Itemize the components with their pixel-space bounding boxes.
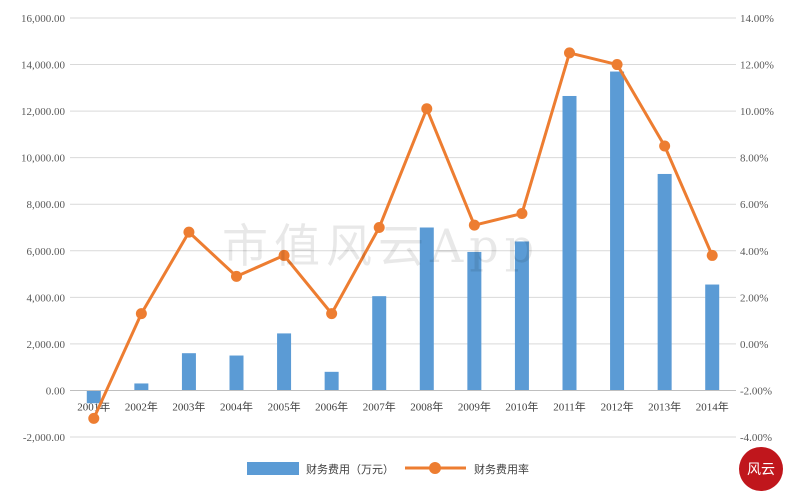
y2-tick-label: -2.00% — [740, 385, 772, 397]
line-point — [516, 208, 528, 220]
line-point — [611, 59, 623, 71]
bar — [134, 383, 149, 391]
y-tick-label: 0.00 — [46, 385, 66, 397]
legend-label-line: 财务费用率 — [474, 462, 529, 476]
y2-tick-label: 0.00% — [740, 339, 768, 351]
x-tick-label: 2008年 — [410, 399, 443, 413]
legend-label-bar: 财务费用（万元） — [306, 462, 394, 476]
line-point — [88, 412, 100, 424]
bar — [419, 227, 434, 391]
line-point — [326, 308, 338, 320]
line-series — [88, 47, 718, 424]
x-tick-label: 2013年 — [648, 399, 681, 413]
line-point — [135, 308, 147, 320]
bar-series — [86, 71, 720, 404]
line-point — [278, 249, 290, 261]
bar — [181, 353, 196, 391]
y-tick-label: 14,000.00 — [21, 60, 66, 72]
bar — [86, 390, 101, 404]
x-tick-label: 2007年 — [363, 399, 396, 413]
y2-tick-label: 8.00% — [740, 153, 768, 165]
legend-swatch-marker — [429, 462, 441, 474]
y2-tick-label: -4.00% — [740, 432, 772, 444]
x-tick-label: 2004年 — [220, 399, 253, 413]
x-tick-label: 2010年 — [505, 399, 538, 413]
y-tick-label: -2,000.00 — [23, 432, 66, 444]
bar — [657, 173, 672, 391]
right-axis: -4.00% -2.00% 0.00% 2.00% 4.00% 6.00% 8.00% 10.… — [740, 13, 774, 444]
watermark: 市值风云App — [222, 219, 540, 273]
x-tick-label: 2011年 — [553, 399, 586, 413]
x-tick-label: 2002年 — [125, 399, 158, 413]
y-tick-label: 8,000.00 — [27, 199, 66, 211]
line-point — [231, 270, 242, 282]
line-point — [183, 226, 195, 238]
y-tick-label: 2,000.00 — [27, 339, 66, 351]
line-point — [659, 140, 671, 152]
line-point — [421, 103, 433, 115]
bar — [467, 251, 482, 391]
y-tick-label: 10,000.00 — [21, 153, 66, 165]
seal-text: 风云 — [747, 462, 775, 478]
x-tick-label: 2006年 — [315, 399, 348, 413]
x-tick-label: 2005年 — [268, 399, 301, 413]
left-axis: -2,000.00 0.00 2,000.00 4,000.00 6,000.00 8,0… — [21, 13, 66, 444]
x-tick-label: 2014年 — [696, 399, 729, 413]
bar — [324, 371, 339, 391]
legend: 财务费用（万元） 财务费用率 — [247, 462, 529, 476]
y2-tick-label: 6.00% — [740, 199, 768, 211]
line-point — [468, 219, 480, 231]
bar — [562, 95, 577, 391]
line-point — [706, 249, 718, 261]
y2-tick-label: 4.00% — [740, 246, 768, 258]
x-tick-label: 2001年 — [77, 399, 110, 413]
y2-tick-label: 2.00% — [740, 292, 768, 304]
x-tick-label: 2003年 — [172, 399, 205, 413]
y-tick-label: 6,000.00 — [27, 246, 66, 258]
bar — [277, 333, 292, 391]
bar — [705, 284, 720, 391]
line-point — [564, 47, 575, 59]
x-tick-label: 2009年 — [458, 399, 491, 413]
x-axis: 2001年 2002年 2003年 2004年 2005年 2006年 2007年 2008年… — [77, 399, 728, 413]
y-tick-label: 16,000.00 — [21, 13, 66, 25]
y-tick-label: 4,000.00 — [27, 292, 66, 304]
series-line — [92, 51, 714, 419]
seal-logo: 风云 — [739, 447, 783, 491]
line-point — [373, 222, 385, 233]
legend-swatch-bar — [247, 462, 299, 475]
y2-tick-label: 10.00% — [740, 106, 774, 118]
bar — [514, 241, 529, 391]
y-tick-label: 12,000.00 — [21, 106, 66, 118]
seal-circle — [739, 447, 783, 491]
bar — [372, 296, 387, 391]
y2-tick-label: 14.00% — [740, 13, 774, 25]
y2-tick-label: 12.00% — [740, 60, 774, 72]
bar — [610, 71, 625, 391]
x-tick-label: 2012年 — [601, 399, 634, 413]
bar — [229, 355, 244, 391]
